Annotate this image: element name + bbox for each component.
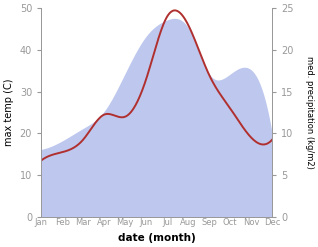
X-axis label: date (month): date (month): [118, 233, 196, 243]
Y-axis label: max temp (C): max temp (C): [4, 79, 14, 146]
Y-axis label: med. precipitation (kg/m2): med. precipitation (kg/m2): [305, 56, 314, 169]
